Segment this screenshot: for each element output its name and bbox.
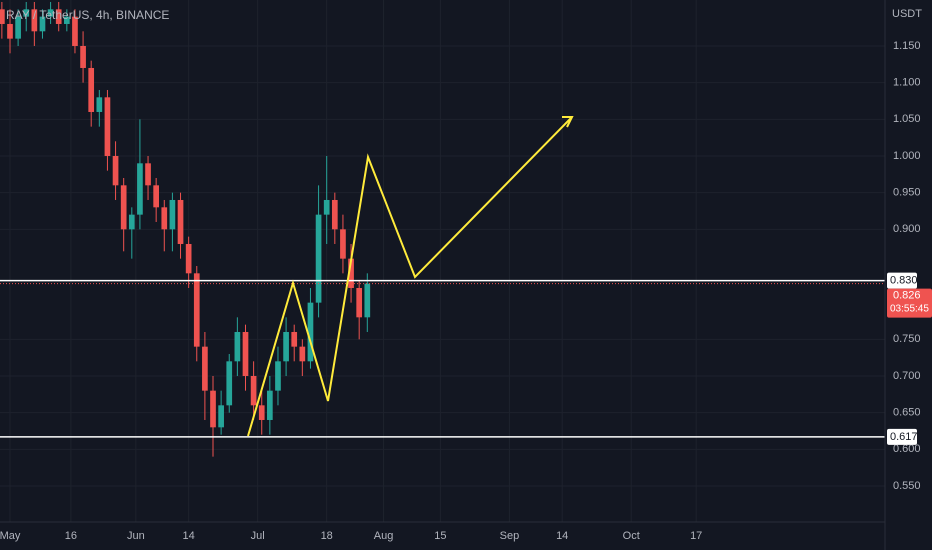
candles [0,1,371,457]
x-tick-label: 16 [65,530,77,542]
candle-body [242,331,249,376]
candle-body [226,361,233,406]
y-tick-label: 0.950 [893,187,921,199]
last-price-label: 0.826 [893,290,921,302]
candle-body [331,199,338,230]
y-tick-label: 0.900 [893,223,921,235]
axes: 0.550 0.600 0.650 0.700 0.750 0.900 0.950 1.000… [0,40,932,542]
candle-body [218,405,224,428]
candle-body [283,331,289,362]
candle-body [55,9,62,24]
chart-title: RAY / TetherUS, 4h, BINANCE [6,8,169,22]
candle-body [340,229,346,259]
candle-body [185,243,192,274]
y-tick-label: 1.000 [893,150,921,162]
candle-body [323,199,330,215]
candle-body [72,16,78,46]
candle-body [267,390,273,420]
y-tick-label: 0.600 [893,443,921,455]
x-tick-label: Jun [127,530,145,542]
candle-body [63,16,70,24]
candle-body [23,9,30,17]
y-tick-label: 1.050 [893,113,921,125]
candle-body [177,199,184,244]
y-tick-label: 1.100 [893,77,921,89]
candle-body [153,185,160,208]
y-tick-label: 1.150 [893,40,921,52]
last-price-bg [887,288,932,318]
candle-body [275,361,281,391]
y-tick-label: 0.550 [893,480,921,492]
candle-body [291,331,298,347]
x-tick-label: May [0,530,21,542]
candle-body [120,185,127,230]
candle-body [315,214,322,303]
x-tick-label: 15 [434,530,446,542]
y-tick-label: 0.750 [893,333,921,345]
candle-body [258,405,265,420]
y-tick-label: 0.700 [893,370,921,382]
candle-body [299,346,306,362]
x-tick-label: Oct [623,530,640,542]
x-tick-label: Aug [374,530,394,542]
candle-body [15,16,21,39]
candle-body [307,302,314,362]
arrow-head [562,116,574,128]
x-tick-label: 17 [690,530,702,542]
candle-body [112,155,119,186]
candle-body [137,163,143,215]
candle-body [250,375,257,406]
candle-body [169,199,176,230]
y-axis-label: USDT [892,8,922,20]
candle-body [128,214,135,230]
candle-body [356,287,363,318]
level-label: 0.617 [890,431,918,443]
candle-body [96,97,103,112]
candle-body [88,67,95,112]
x-tick-label: 18 [321,530,333,542]
candle-body [145,163,151,186]
y-tick-label: 0.650 [893,407,921,419]
candle-body [47,9,54,17]
x-tick-label: 14 [556,530,568,542]
countdown-label: 03:55:45 [890,303,929,314]
candle-body [234,331,241,362]
candle-body [364,283,371,318]
candle-body [104,97,111,156]
candle-body [31,9,38,32]
candle-body [0,9,5,24]
levels [0,279,885,438]
level-label-bg [887,428,917,445]
level-label-bg [887,272,917,289]
candle-body [161,207,168,230]
candle-body [39,16,46,32]
x-tick-label: Jul [251,530,265,542]
candle-body [210,390,216,428]
level-label: 0.830 [890,275,918,287]
candle-body [202,346,208,391]
projection-path [247,116,573,437]
x-tick-label: 14 [183,530,195,542]
candle-body [193,273,200,347]
x-tick-label: Sep [500,530,520,542]
candle-body [80,45,86,68]
candle-body [348,258,354,288]
candle-body [7,23,13,39]
